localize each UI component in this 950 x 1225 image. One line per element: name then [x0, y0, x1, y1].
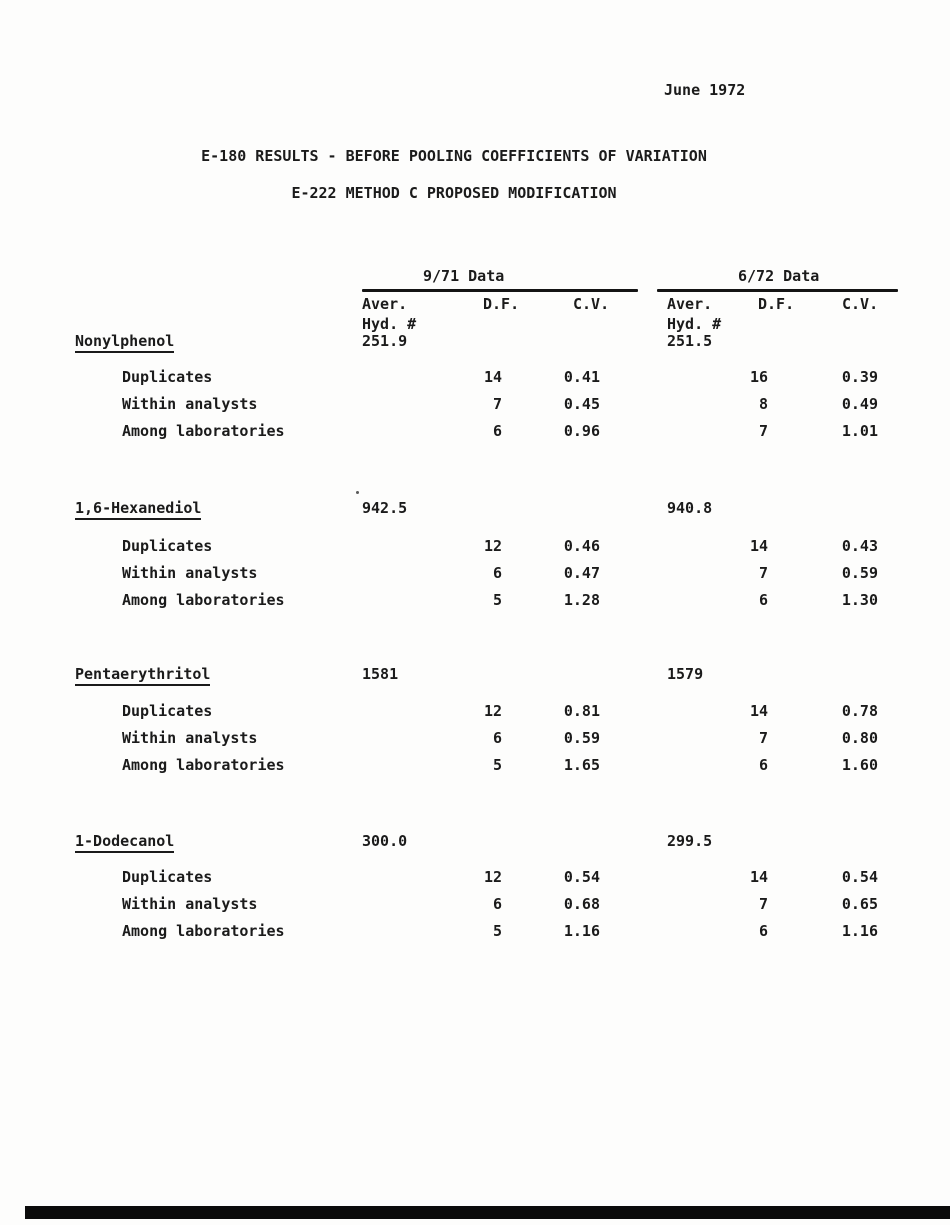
cv-value: 0.68: [563, 895, 600, 913]
cv-value: 0.43: [841, 537, 878, 555]
df-value: 5: [492, 591, 502, 609]
group-header-6-72: 6/72 Data: [738, 267, 820, 285]
cv-value: 1.28: [563, 591, 600, 609]
cv-value: 1.65: [563, 756, 600, 774]
cv-value: 0.41: [563, 368, 600, 386]
cv-value: 0.39: [841, 368, 878, 386]
row-label: Among laboratories: [122, 756, 285, 774]
cv-value: 0.59: [563, 729, 600, 747]
column-header-hyd: Hyd. #: [362, 315, 417, 333]
df-value: 14: [749, 702, 768, 720]
title-line-2: E-222 METHOD C PROPOSED MODIFICATION: [291, 184, 617, 202]
row-label: Within analysts: [122, 564, 258, 582]
row-label: Duplicates: [122, 368, 213, 386]
column-header-aver: Aver.: [362, 295, 408, 313]
ink-dot-artifact: [356, 491, 359, 494]
df-value: 6: [492, 564, 502, 582]
aver-value: 1581: [362, 665, 399, 683]
cv-value: 1.60: [841, 756, 878, 774]
df-value: 5: [492, 756, 502, 774]
df-value: 6: [758, 756, 768, 774]
cv-value: 1.01: [841, 422, 878, 440]
row-label: Among laboratories: [122, 591, 285, 609]
group-rule-6-72: [657, 289, 898, 292]
df-value: 6: [758, 922, 768, 940]
df-value: 14: [749, 537, 768, 555]
section-name: 1-Dodecanol: [75, 833, 175, 853]
df-value: 16: [749, 368, 768, 386]
df-value: 6: [492, 729, 502, 747]
title-line-1: E-180 RESULTS - BEFORE POOLING COEFFICIE…: [201, 147, 707, 165]
group-header-9-71: 9/71 Data: [423, 267, 505, 285]
date-line: June 1972: [664, 81, 746, 99]
cv-value: 0.80: [841, 729, 878, 747]
column-header-df: D.F.: [758, 295, 795, 313]
cv-value: 0.96: [563, 422, 600, 440]
cv-value: 1.16: [841, 922, 878, 940]
cv-value: 0.81: [563, 702, 600, 720]
scan-edge-artifact: [25, 1206, 950, 1219]
df-value: 6: [492, 422, 502, 440]
column-header-df: D.F.: [483, 295, 520, 313]
df-value: 14: [749, 868, 768, 886]
column-header-aver: Aver.: [667, 295, 713, 313]
row-label: Among laboratories: [122, 422, 285, 440]
cv-value: 0.45: [563, 395, 600, 413]
df-value: 7: [758, 422, 768, 440]
row-label: Within analysts: [122, 395, 258, 413]
row-label: Within analysts: [122, 729, 258, 747]
row-label: Within analysts: [122, 895, 258, 913]
df-value: 7: [758, 895, 768, 913]
df-value: 8: [758, 395, 768, 413]
aver-value: 942.5: [362, 499, 408, 517]
cv-value: 0.46: [563, 537, 600, 555]
aver-value: 300.0: [362, 832, 408, 850]
cv-value: 1.30: [841, 591, 878, 609]
group-rule-9-71: [362, 289, 638, 292]
row-label: Duplicates: [122, 702, 213, 720]
cv-value: 0.54: [563, 868, 600, 886]
row-label: Duplicates: [122, 537, 213, 555]
cv-value: 0.59: [841, 564, 878, 582]
cv-value: 0.78: [841, 702, 878, 720]
df-value: 14: [483, 368, 502, 386]
df-value: 6: [492, 895, 502, 913]
df-value: 12: [483, 868, 502, 886]
df-value: 5: [492, 922, 502, 940]
column-header-cv: C.V.: [573, 295, 610, 313]
df-value: 12: [483, 702, 502, 720]
aver-value: 940.8: [667, 499, 713, 517]
row-label: Among laboratories: [122, 922, 285, 940]
df-value: 7: [758, 564, 768, 582]
df-value: 6: [758, 591, 768, 609]
aver-value: 1579: [667, 665, 704, 683]
aver-value: 299.5: [667, 832, 713, 850]
cv-value: 0.65: [841, 895, 878, 913]
row-label: Duplicates: [122, 868, 213, 886]
section-name: Pentaerythritol: [75, 666, 211, 686]
df-value: 7: [492, 395, 502, 413]
df-value: 12: [483, 537, 502, 555]
aver-value: 251.5: [667, 332, 713, 350]
df-value: 7: [758, 729, 768, 747]
cv-value: 0.49: [841, 395, 878, 413]
section-name: 1,6-Hexanediol: [75, 500, 202, 520]
column-header-cv: C.V.: [842, 295, 879, 313]
cv-value: 1.16: [563, 922, 600, 940]
cv-value: 0.54: [841, 868, 878, 886]
section-name: Nonylphenol: [75, 333, 175, 353]
column-header-hyd: Hyd. #: [667, 315, 722, 333]
aver-value: 251.9: [362, 332, 408, 350]
cv-value: 0.47: [563, 564, 600, 582]
